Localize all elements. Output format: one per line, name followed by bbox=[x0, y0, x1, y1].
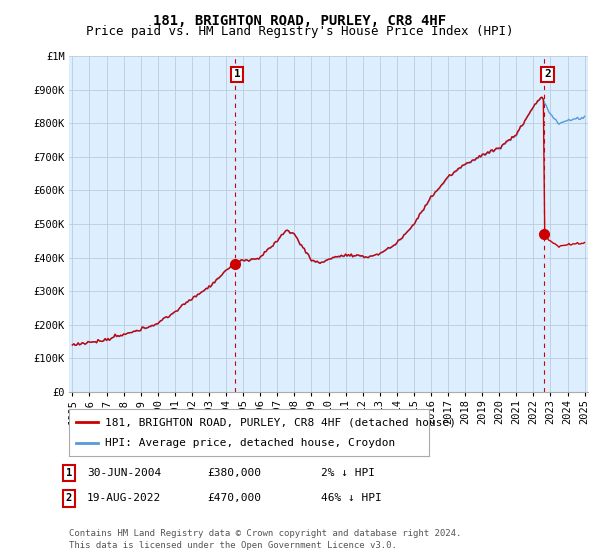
Text: 2: 2 bbox=[66, 493, 72, 503]
Text: £380,000: £380,000 bbox=[207, 468, 261, 478]
Text: 1: 1 bbox=[234, 69, 241, 80]
Text: HPI: Average price, detached house, Croydon: HPI: Average price, detached house, Croy… bbox=[105, 438, 395, 448]
Text: 181, BRIGHTON ROAD, PURLEY, CR8 4HF: 181, BRIGHTON ROAD, PURLEY, CR8 4HF bbox=[154, 14, 446, 28]
Text: 1: 1 bbox=[66, 468, 72, 478]
Text: 30-JUN-2004: 30-JUN-2004 bbox=[87, 468, 161, 478]
Text: 46% ↓ HPI: 46% ↓ HPI bbox=[321, 493, 382, 503]
Text: £470,000: £470,000 bbox=[207, 493, 261, 503]
Text: 2: 2 bbox=[544, 69, 551, 80]
Text: Contains HM Land Registry data © Crown copyright and database right 2024.
This d: Contains HM Land Registry data © Crown c… bbox=[69, 529, 461, 550]
Text: 181, BRIGHTON ROAD, PURLEY, CR8 4HF (detached house): 181, BRIGHTON ROAD, PURLEY, CR8 4HF (det… bbox=[105, 417, 456, 427]
Text: Price paid vs. HM Land Registry's House Price Index (HPI): Price paid vs. HM Land Registry's House … bbox=[86, 25, 514, 38]
Text: 19-AUG-2022: 19-AUG-2022 bbox=[87, 493, 161, 503]
Text: 2% ↓ HPI: 2% ↓ HPI bbox=[321, 468, 375, 478]
